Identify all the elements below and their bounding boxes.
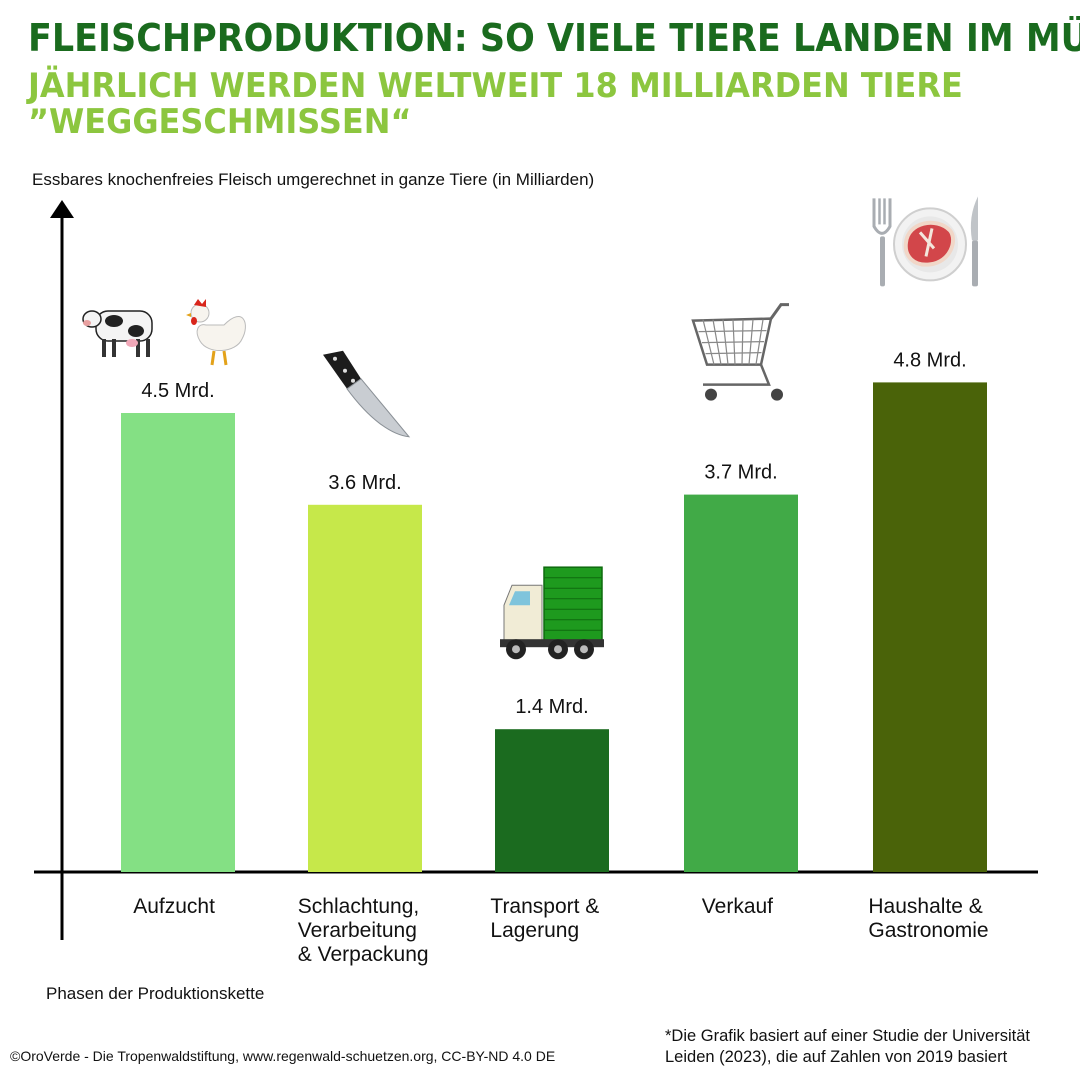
category-label: Gastronomie xyxy=(868,919,988,942)
truck-icon xyxy=(500,566,604,660)
category-label: Aufzucht xyxy=(133,895,215,918)
value-label: 3.6 Mrd. xyxy=(328,472,401,494)
category-label: Verarbeitung xyxy=(298,919,417,942)
y-axis-label: Essbares knochenfreies Fleisch umgerechn… xyxy=(32,170,595,189)
value-label: 1.4 Mrd. xyxy=(515,696,588,718)
shopping-cart-icon xyxy=(691,303,789,401)
category-label: Lagerung xyxy=(490,919,579,942)
category-label: Verkauf xyxy=(702,895,773,918)
page-title: FLEISCHPRODUKTION: SO VIELE TIERE LANDEN… xyxy=(28,16,1080,60)
credit-text: ©OroVerde - Die Tropenwaldstiftung, www.… xyxy=(10,1048,556,1064)
source-note: *Die Grafik basiert auf einer Studie der… xyxy=(665,1027,1030,1066)
x-axis-label: Phasen der Produktionskette xyxy=(46,984,265,1003)
bar xyxy=(495,729,609,872)
value-label: 4.8 Mrd. xyxy=(893,349,966,371)
bar xyxy=(121,413,235,872)
y-axis-arrow xyxy=(50,200,74,218)
knife-icon xyxy=(323,350,411,438)
category-label: & Verpackung xyxy=(298,943,429,966)
value-label: 3.7 Mrd. xyxy=(704,462,777,484)
bar xyxy=(308,504,422,872)
bar xyxy=(873,382,987,872)
bar xyxy=(684,494,798,872)
category-label: Transport & xyxy=(490,895,599,918)
plate-steak-icon xyxy=(872,196,978,287)
cow-chicken-icon xyxy=(82,299,246,366)
category-label: Schlachtung, xyxy=(298,895,419,918)
value-label: 4.5 Mrd. xyxy=(141,380,214,402)
category-label: Haushalte & xyxy=(868,895,982,918)
page-subtitle: JÄHRLICH WERDEN WELTWEIT 18 MILLIARDEN T… xyxy=(28,66,963,142)
